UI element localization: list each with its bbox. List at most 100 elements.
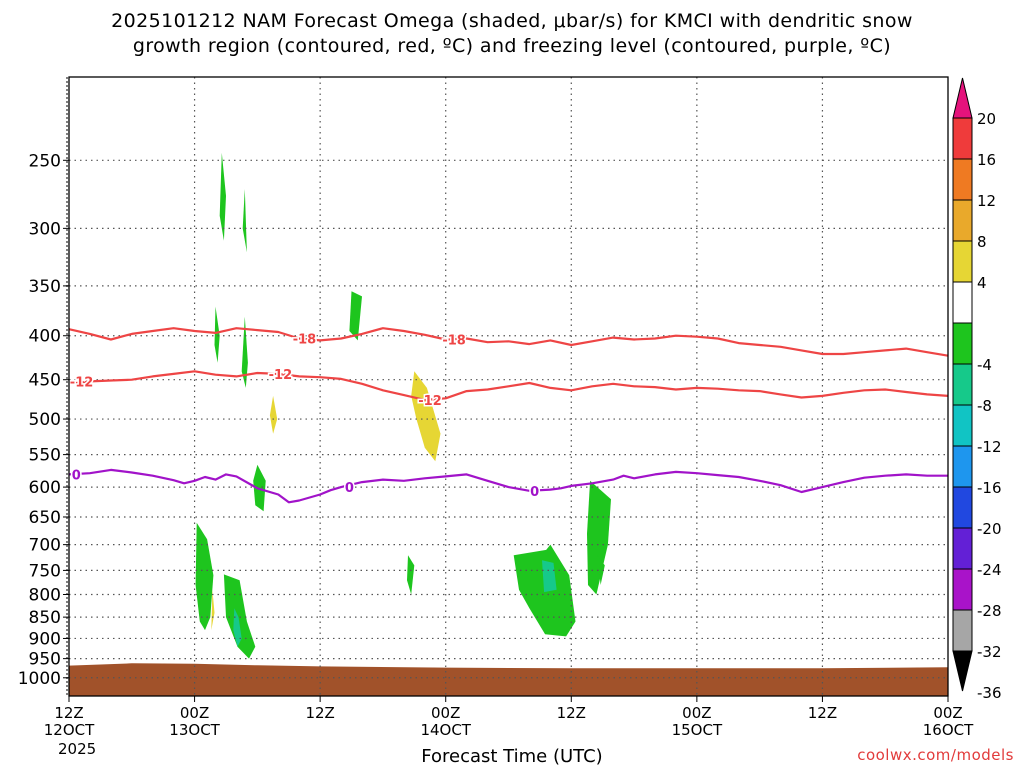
colorbar-bin-1 [952,158,973,201]
region-updraft-7 [587,480,611,595]
y-tick-label-750: 750 [29,561,61,581]
contour-label--12-0: -12 [70,375,94,390]
contour-line--12 [68,370,949,401]
region-updraft-1 [195,522,214,631]
y-tick-label-700: 700 [29,536,61,556]
x-tick-time-48: 12Z [556,704,586,722]
colorbar-bin-4 [952,281,973,324]
y-tick-label-950: 950 [29,650,61,670]
x-tick-label-12: 00Z 13OCT [155,705,235,739]
region-downdraft-2 [269,395,278,434]
contour-label--18-1: -18 [442,333,466,348]
y-tick-label-900: 900 [29,629,61,649]
colorbar-label-4: 4 [977,274,987,292]
y-tick-label-600: 600 [29,478,61,498]
contour-line--18 [68,327,949,357]
x-tick-label-48: 12Z [531,705,611,722]
colorbar: 20 16 12 8 4 -4 -8 -12 -16 -20 -24 -28 -32 -36 [952,77,1002,702]
colorbar-bin-12 [952,609,973,652]
region-updraft-14 [597,555,605,585]
colorbar-label-8: -16 [977,479,1002,497]
colorbar-bin-11 [952,568,973,611]
y-tick-label-500: 500 [29,410,61,430]
contour-label--12-1: -12 [269,368,293,383]
colorbar-label-5: -4 [977,356,992,374]
y-tick-label-850: 850 [29,608,61,628]
colorbar-top-arrow [952,77,973,119]
colorbar-label-7: -12 [977,438,1002,456]
colorbar-bin-0 [952,117,973,160]
colorbar-label-11: -28 [977,602,1002,620]
colorbar-bin-5 [952,322,973,365]
y-tick-label-300: 300 [29,219,61,239]
region-downdraft-3 [211,589,215,631]
x-tick-label-24: 12Z [280,705,360,722]
colorbar-bin-9 [952,486,973,529]
region-downdraft-1 [411,371,441,462]
x-tick-label-60: 00Z 15OCT [657,705,737,739]
contour-label-0-2: 0 [530,485,539,500]
colorbar-bin-7 [952,404,973,447]
colorbar-label-0: 20 [977,110,996,128]
contour-label-0-1: 0 [345,481,354,496]
region-updraft-6 [542,560,557,593]
colorbar-label-9: -20 [977,520,1002,538]
contour-layer: -18 -18 -12 -12 -12 0 0 0 [68,327,949,504]
x-tick-date-36: 14OCT [420,721,471,739]
contour-line-0 [68,468,948,504]
y-tick-label-450: 450 [29,371,61,391]
contour-label-0-0: 0 [72,468,81,483]
colorbar-bin-2 [952,199,973,242]
x-tick-date-60: 15OCT [671,721,723,739]
x-tick-time-60: 00Z [682,704,712,722]
contour-label--12-2: -12 [418,394,442,409]
y-tick-label-400: 400 [29,327,61,347]
region-updraft-8 [219,152,226,241]
x-axis-label: Forecast Time (UTC) [421,746,603,767]
colorbar-label-1: 16 [977,151,996,169]
y-tick-label-550: 550 [29,446,61,466]
x-tick-date-12: 13OCT [169,721,220,739]
x-tick-time-12: 00Z [179,704,210,722]
y-tick-label-250: 250 [29,151,61,171]
colorbar-bin-6 [952,363,973,406]
credit-text: coolwx.com/models [857,746,1014,764]
colorbar-bottom-arrow [952,650,973,692]
colorbar-label-2: 12 [977,192,996,210]
x-tick-time-36: 00Z [431,704,461,722]
x-tick-time-72: 12Z [807,704,838,722]
contour-label--18-0: -18 [293,333,317,348]
x-tick-date-0: 12OCT [43,721,95,739]
region-updraft-10 [241,316,248,388]
colorbar-bin-10 [952,527,973,570]
x-tick-label-0: 12Z 12OCT [29,705,109,739]
colorbar-label-6: -8 [977,397,992,415]
colorbar-label-13: -36 [977,684,1002,702]
chart-title-line-2: growth region (contoured, red, ºC) and f… [132,35,892,57]
grid-layer [69,77,948,696]
colorbar-label-12: -32 [977,643,1002,661]
region-updraft-11 [214,306,220,363]
x-tick-time-84: 00Z [933,704,963,722]
region-updraft-9 [242,189,247,253]
omega-shading-layer [69,152,948,696]
chart-title-line-1: 2025101212 NAM Forecast Omega (shaded, μ… [111,10,913,32]
axes-layer: 2503003504004505005506006507007508008509… [18,76,949,702]
x-tick-time-24: 12Z [305,704,335,722]
year-label: 2025 [58,740,97,758]
region-updraft-3 [233,608,242,647]
x-tick-label-84: 00Z 16OCT [908,705,988,739]
y-tick-label-1000: 1000 [18,669,61,689]
colorbar-label-3: 8 [977,233,987,251]
x-tick-time-0: 12Z [54,704,84,722]
y-tick-label-800: 800 [29,585,61,605]
x-tick-label-36: 00Z 14OCT [406,705,486,739]
colorbar-bin-8 [952,445,973,488]
y-tick-label-650: 650 [29,508,61,528]
x-tick-label-72: 12Z [782,705,862,722]
region-terrain [69,663,948,696]
x-tick-date-84: 16OCT [922,721,974,739]
y-tick-label-350: 350 [29,277,61,297]
